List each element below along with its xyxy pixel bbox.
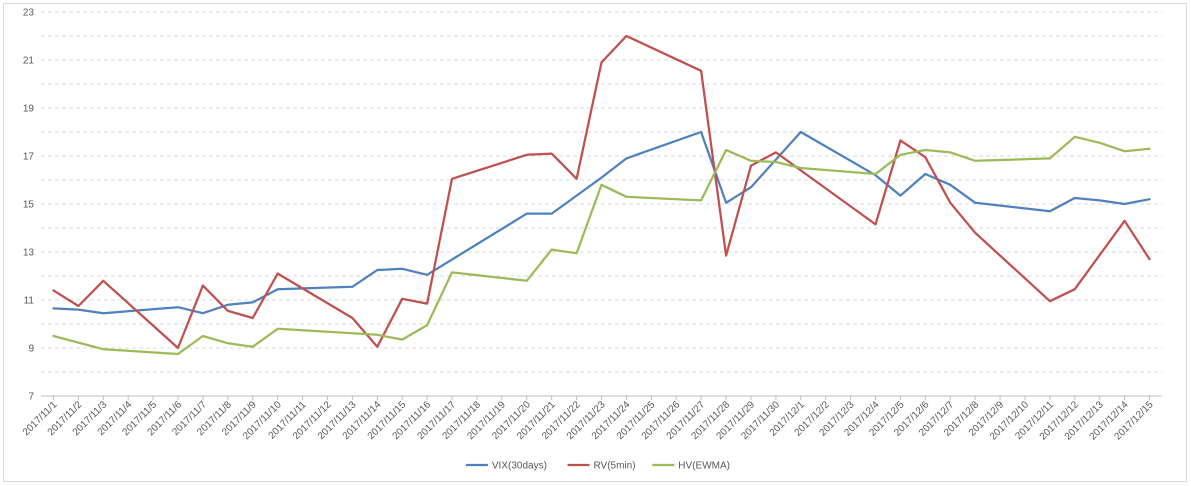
- y-axis-ticks: 7 9 11 13 15 17 19 21 23: [23, 8, 35, 403]
- y-tick-label: 23: [23, 8, 35, 19]
- y-tick-label: 17: [23, 152, 35, 163]
- y-tick-label: 7: [28, 392, 34, 403]
- y-tick-label: 11: [24, 296, 35, 307]
- series-line-vix-30days: [52, 130, 1151, 315]
- y-tick-label: 19: [23, 104, 35, 115]
- legend-label-vix-30days: VIX(30days): [492, 461, 547, 472]
- legend: VIX(30days) RV(5min) HV(EWMA): [465, 461, 730, 472]
- legend-label-hv-ewma: HV(EWMA): [678, 461, 730, 472]
- y-tick-label: 13: [23, 248, 35, 259]
- series-line-rv-5min: [52, 34, 1151, 350]
- y-tick-label: 9: [28, 344, 34, 355]
- series-lines: [52, 34, 1151, 356]
- chart-frame: [3, 3, 1187, 482]
- x-axis-ticks: 2017/11/12017/11/22017/11/32017/11/42017…: [21, 396, 1156, 443]
- series-line-hv-ewma: [52, 135, 1151, 356]
- y-tick-label: 21: [23, 56, 35, 67]
- legend-label-rv-5min: RV(5min): [594, 461, 636, 472]
- y-tick-label: 15: [23, 200, 35, 211]
